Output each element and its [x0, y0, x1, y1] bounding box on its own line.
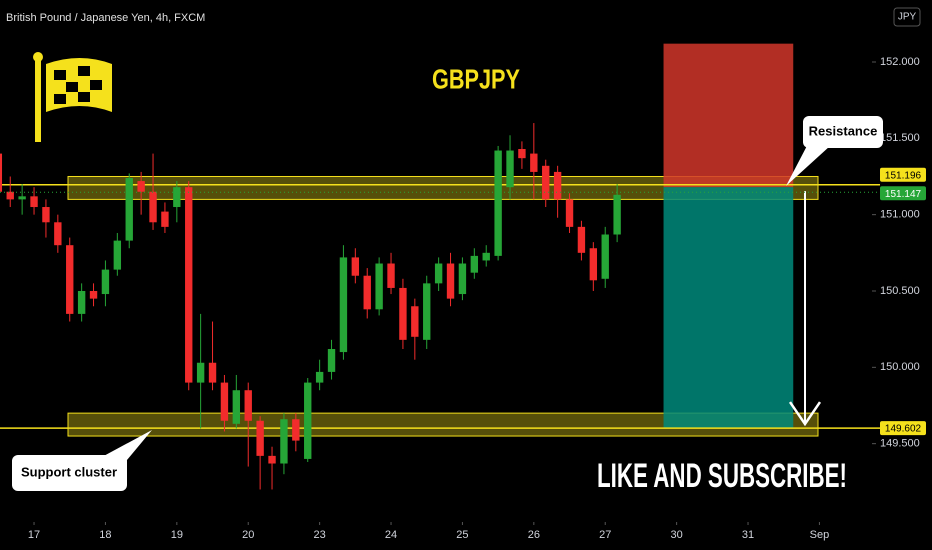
candle-body — [244, 390, 252, 421]
candle-body — [542, 165, 550, 200]
candle-body — [375, 263, 383, 310]
resistance-pointer — [786, 140, 830, 186]
price-line-label-box — [880, 167, 926, 182]
candle-body — [42, 207, 50, 223]
candle-body — [185, 187, 193, 383]
x-tick-label: 27 — [599, 529, 611, 541]
x-tick-label: 23 — [314, 529, 326, 541]
candle-body — [101, 269, 110, 295]
candle-body — [399, 287, 407, 340]
candle-body — [161, 211, 169, 227]
support-callout — [12, 455, 127, 491]
candle-body — [208, 362, 217, 383]
candle-body — [280, 419, 288, 464]
sr-zone — [67, 412, 819, 437]
candle-body — [601, 234, 609, 279]
currency: JPY — [898, 12, 917, 23]
last-price-label-box — [880, 186, 926, 201]
candle-body — [77, 290, 86, 314]
x-tick-label: 17 — [28, 529, 40, 541]
x-tick-label: 30 — [671, 529, 683, 541]
y-tick-label: 151.000 — [880, 209, 920, 221]
currency-box — [893, 7, 921, 27]
candle-body — [530, 153, 538, 172]
candle-body — [30, 196, 38, 208]
candle-body — [470, 255, 479, 273]
candle-body — [458, 263, 467, 295]
price-line-label-box — [880, 421, 926, 436]
candle-body — [494, 150, 502, 256]
candle-body — [553, 171, 562, 200]
price-line-label: 149.602 — [885, 424, 922, 435]
chart-title: British Pound / Japanese Yen, 4h, FXCM — [6, 12, 205, 24]
candle-body — [232, 390, 241, 424]
candle-body — [292, 419, 300, 441]
candle-body — [196, 362, 205, 383]
candle-body — [66, 245, 74, 314]
x-tick-label: 26 — [528, 529, 540, 541]
candle-body — [54, 222, 62, 246]
target-area — [663, 187, 794, 429]
x-tick-label: 25 — [456, 529, 468, 541]
candle-body — [149, 191, 157, 223]
candle-body — [125, 178, 133, 241]
candle-body — [89, 290, 98, 299]
candle-body — [304, 382, 312, 459]
y-tick-label: 150.000 — [880, 361, 920, 373]
symbol-label: GBPJPY — [432, 63, 520, 94]
candle-body — [446, 263, 455, 299]
candle-body — [315, 371, 324, 383]
candle-body — [589, 248, 598, 281]
candle-body — [113, 240, 122, 270]
candle-body — [387, 263, 395, 288]
candle-body — [423, 283, 431, 340]
candle-body — [363, 275, 371, 310]
candle-body — [518, 149, 526, 159]
candle-body — [256, 420, 264, 456]
x-tick-label: 18 — [99, 529, 111, 541]
candle-body — [506, 150, 514, 188]
candle-body — [613, 194, 621, 235]
candle-body — [137, 181, 145, 192]
candle-body — [18, 196, 26, 200]
x-tick-label: 19 — [171, 529, 183, 541]
x-tick-label: Sep — [810, 529, 830, 541]
candle-body — [173, 187, 181, 208]
support-text: Support cluster — [21, 464, 117, 479]
price-line-label: 151.196 — [885, 170, 922, 181]
x-tick-label: 24 — [385, 529, 397, 541]
y-tick-label: 150.500 — [880, 285, 920, 297]
candle-body — [434, 263, 443, 284]
candle-body — [268, 455, 276, 464]
last-price-label: 151.147 — [885, 189, 922, 200]
sr-zone — [67, 175, 819, 200]
y-tick-label: 152.000 — [880, 56, 920, 68]
x-tick-label: 20 — [242, 529, 254, 541]
candle-body — [339, 257, 348, 353]
x-tick-label: 31 — [742, 529, 754, 541]
y-tick-label: 151.500 — [880, 132, 920, 144]
candle-body — [411, 306, 419, 337]
resistance-callout — [803, 116, 883, 148]
candle-body — [577, 226, 586, 253]
candle-body — [565, 199, 574, 227]
y-tick-label: 149.500 — [880, 438, 920, 450]
candle-body — [327, 349, 336, 372]
candle-body — [482, 252, 490, 261]
candle-body — [6, 191, 14, 200]
cta-text: LIKE AND SUBSCRIBE! — [597, 457, 847, 495]
candle-body — [351, 257, 360, 276]
candle-body — [0, 153, 3, 192]
target-arrowhead — [788, 401, 822, 427]
candle-body — [220, 382, 229, 421]
stop-area — [663, 43, 794, 188]
flag-icon — [33, 52, 112, 142]
resistance-text: Resistance — [809, 123, 878, 138]
